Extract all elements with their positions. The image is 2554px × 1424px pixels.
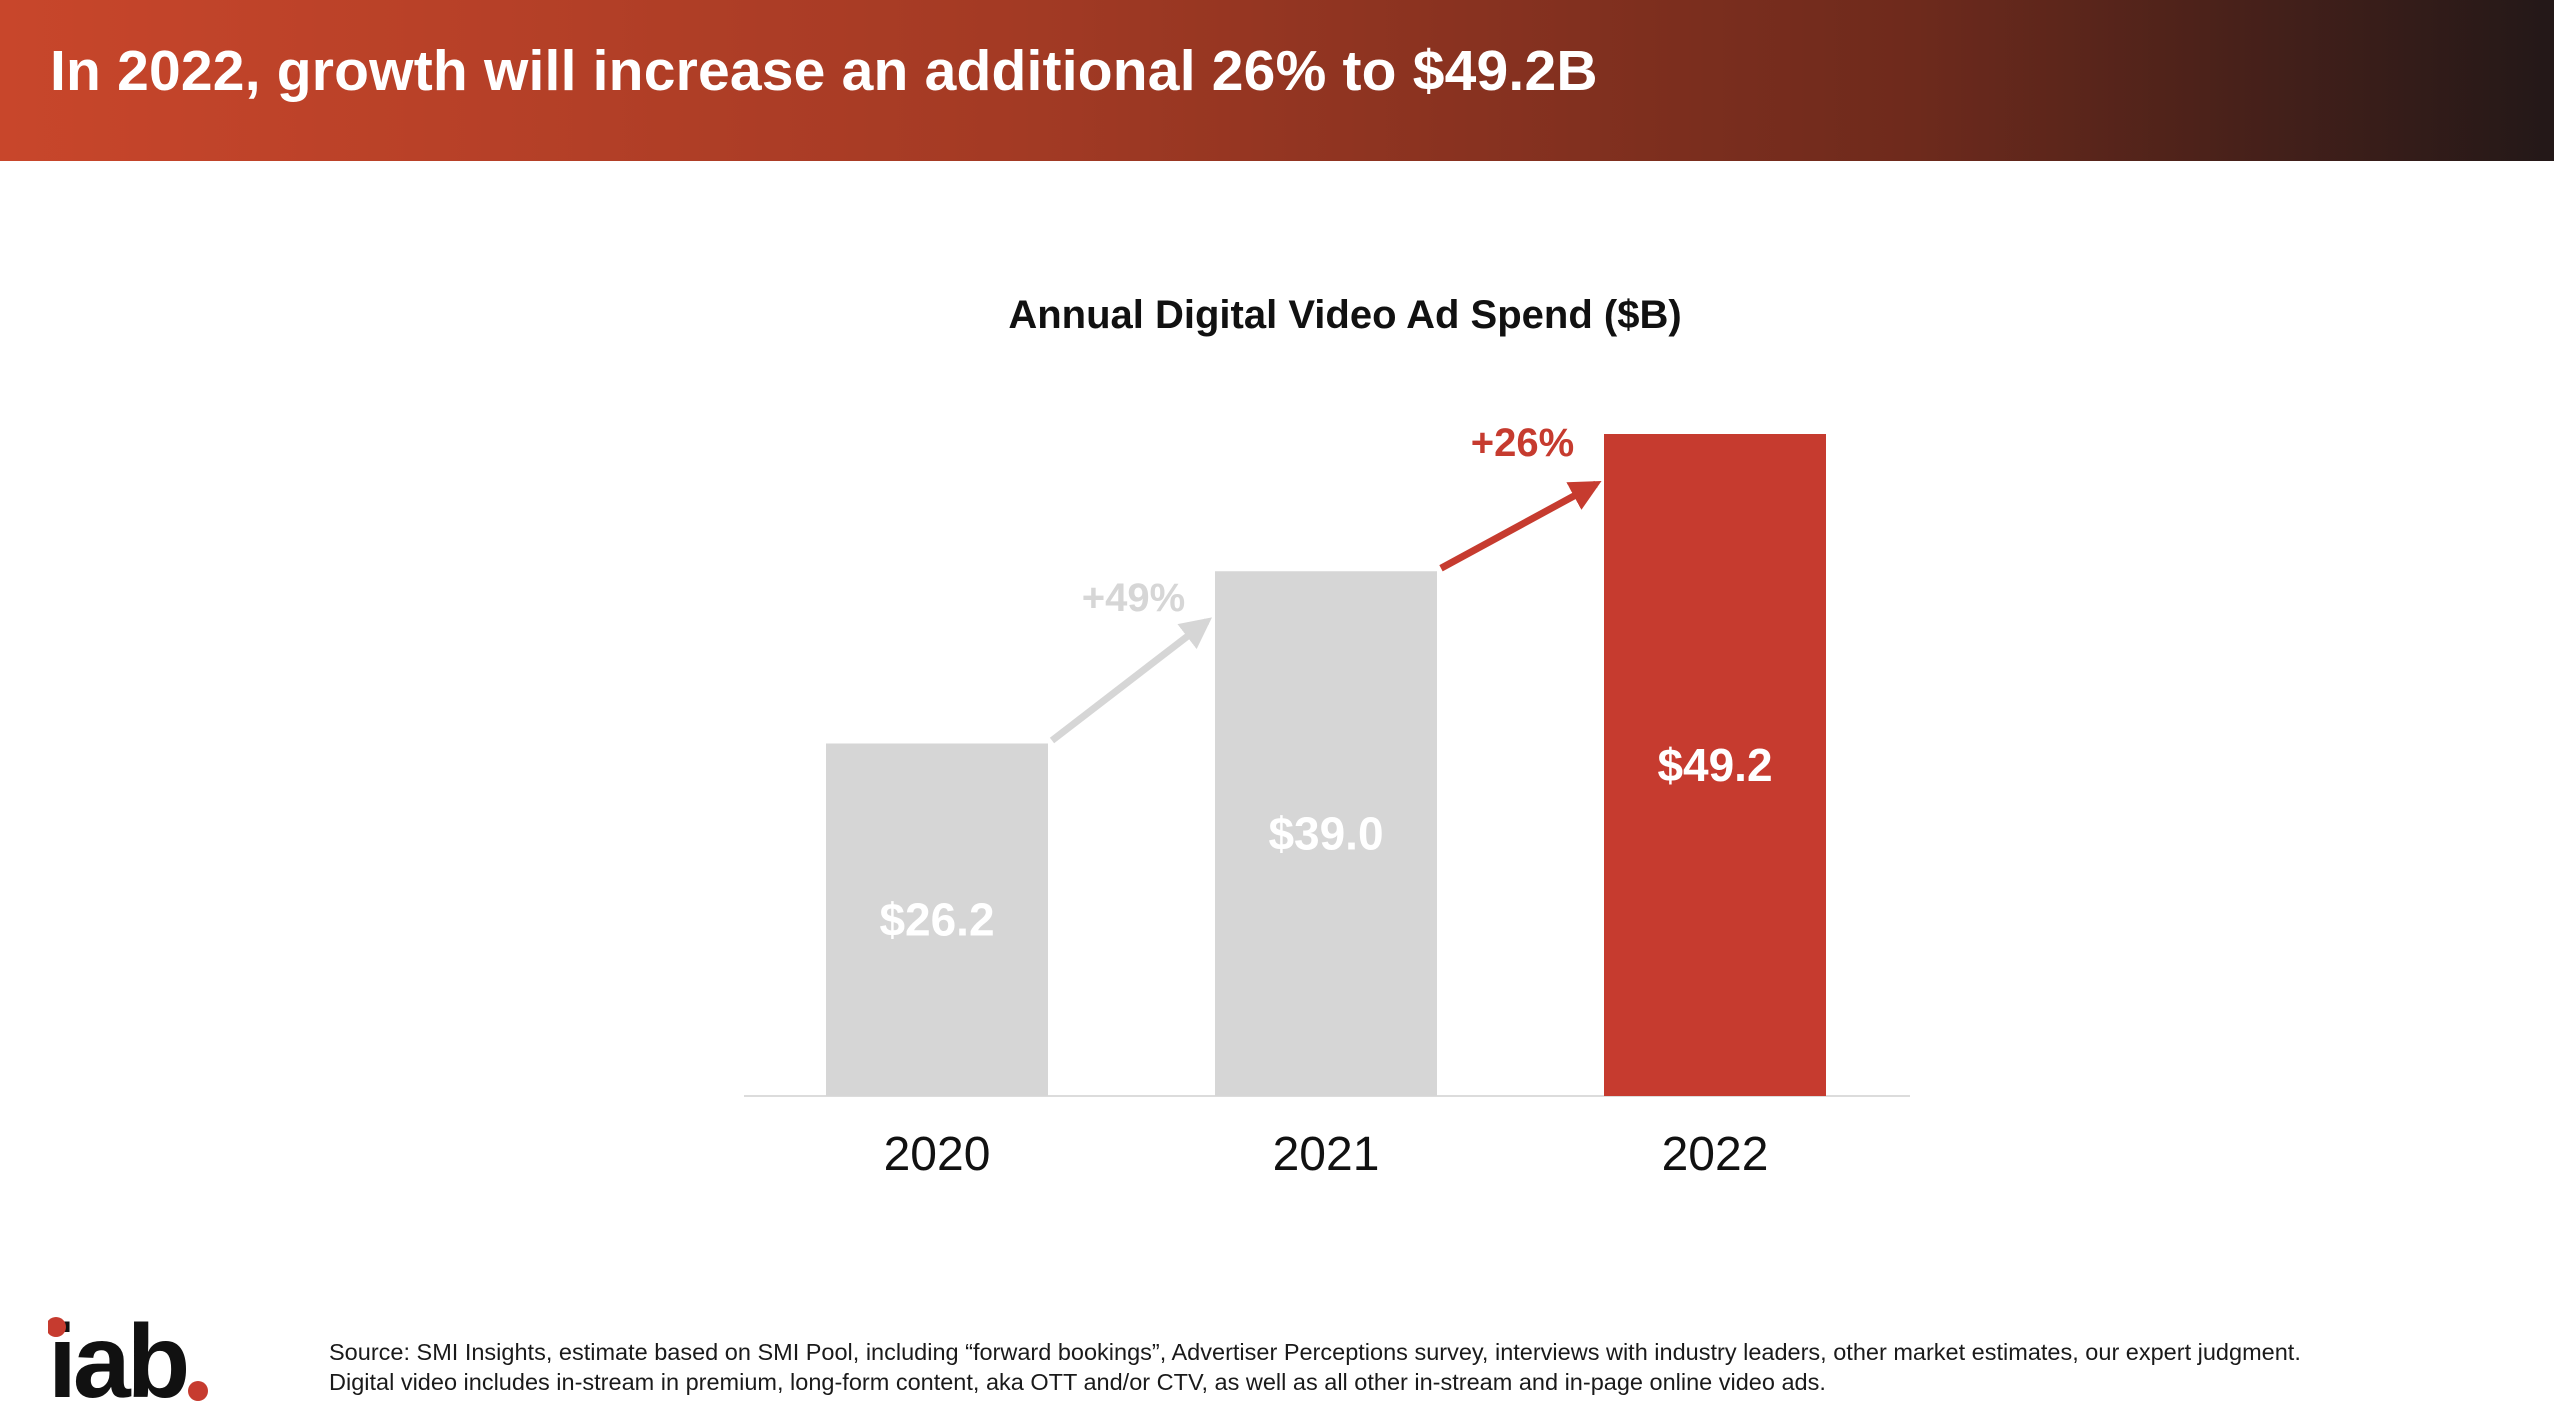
bar-2021 [1215,571,1437,1096]
chart-title: Annual Digital Video Ad Spend ($B) [1008,293,1681,337]
source-line-2: Digital video includes in-stream in prem… [329,1369,1826,1395]
growth-label-2: +26% [1471,421,1574,465]
header-banner: In 2022, growth will increase an additio… [0,0,2554,161]
x-tick-2022: 2022 [1662,1128,1769,1181]
data-label-2022: $49.2 [1657,739,1772,791]
growth-arrow-2 [1439,480,1602,572]
svg-text:iab: iab [48,1305,187,1415]
bar-2022 [1604,434,1826,1096]
data-label-2020: $26.2 [879,894,994,946]
source-note: Source: SMI Insights, estimate based on … [329,1337,2529,1397]
bar-2020 [826,743,1048,1096]
growth-arrow-1 [1049,617,1212,744]
x-tick-2020: 2020 [884,1128,991,1181]
page-title: In 2022, growth will increase an additio… [50,39,1598,103]
data-label-2021: $39.0 [1268,808,1383,860]
source-line-1: Source: SMI Insights, estimate based on … [329,1339,2301,1365]
x-tick-2021: 2021 [1273,1128,1380,1181]
iab-logo: iab [46,1304,218,1420]
growth-label-1: +49% [1082,576,1185,620]
